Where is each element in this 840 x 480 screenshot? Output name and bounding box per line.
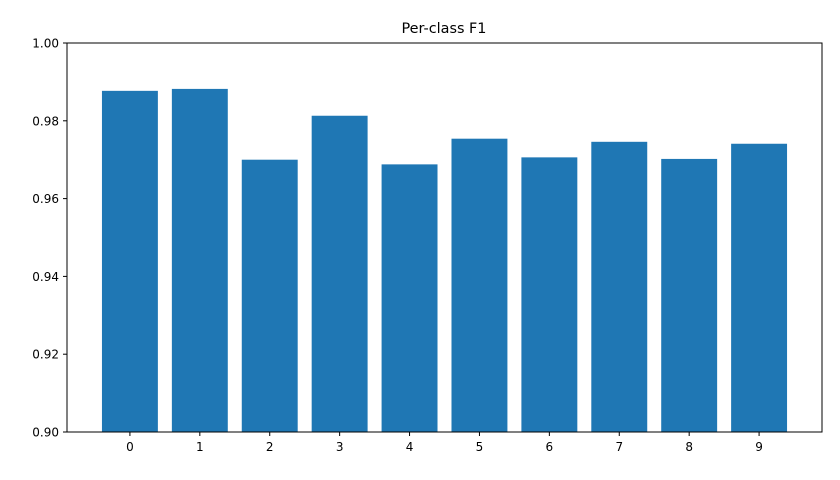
x-tick-label: 0 <box>126 440 134 454</box>
plot-frame <box>66 42 823 433</box>
bar-8 <box>661 158 718 432</box>
bar-0 <box>101 90 158 433</box>
x-tick-label: 5 <box>476 440 484 454</box>
x-tick-label: 4 <box>406 440 414 454</box>
x-tick-label: 7 <box>615 440 623 454</box>
y-tick-label: 0.90 <box>32 426 59 440</box>
y-tick-label: 0.98 <box>32 114 59 128</box>
bar-7 <box>591 141 648 432</box>
x-tick-label: 8 <box>685 440 693 454</box>
x-tick-label: 9 <box>755 440 763 454</box>
bar-3 <box>311 115 368 433</box>
y-tick-label: 0.92 <box>32 348 59 362</box>
bar-2 <box>241 159 298 432</box>
x-tick-label: 6 <box>546 440 554 454</box>
x-tick-label: 2 <box>266 440 274 454</box>
y-tick-label: 0.96 <box>32 192 59 206</box>
y-tick-label: 0.94 <box>32 270 59 284</box>
y-tick-label: 1.00 <box>32 37 59 51</box>
bars-group <box>101 88 788 433</box>
bar-6 <box>521 157 578 432</box>
x-tick-label: 1 <box>196 440 204 454</box>
bar-4 <box>381 164 438 433</box>
chart-title: Per-class F1 <box>402 21 487 37</box>
x-tick-label: 3 <box>336 440 344 454</box>
bar-1 <box>171 88 228 432</box>
x-axis: 0 1 2 3 4 5 6 7 8 9 <box>126 432 763 454</box>
bar-5 <box>451 138 508 432</box>
y-axis: 0.90 0.92 0.94 0.96 0.98 1.00 <box>32 37 67 440</box>
bar-9 <box>731 143 788 432</box>
